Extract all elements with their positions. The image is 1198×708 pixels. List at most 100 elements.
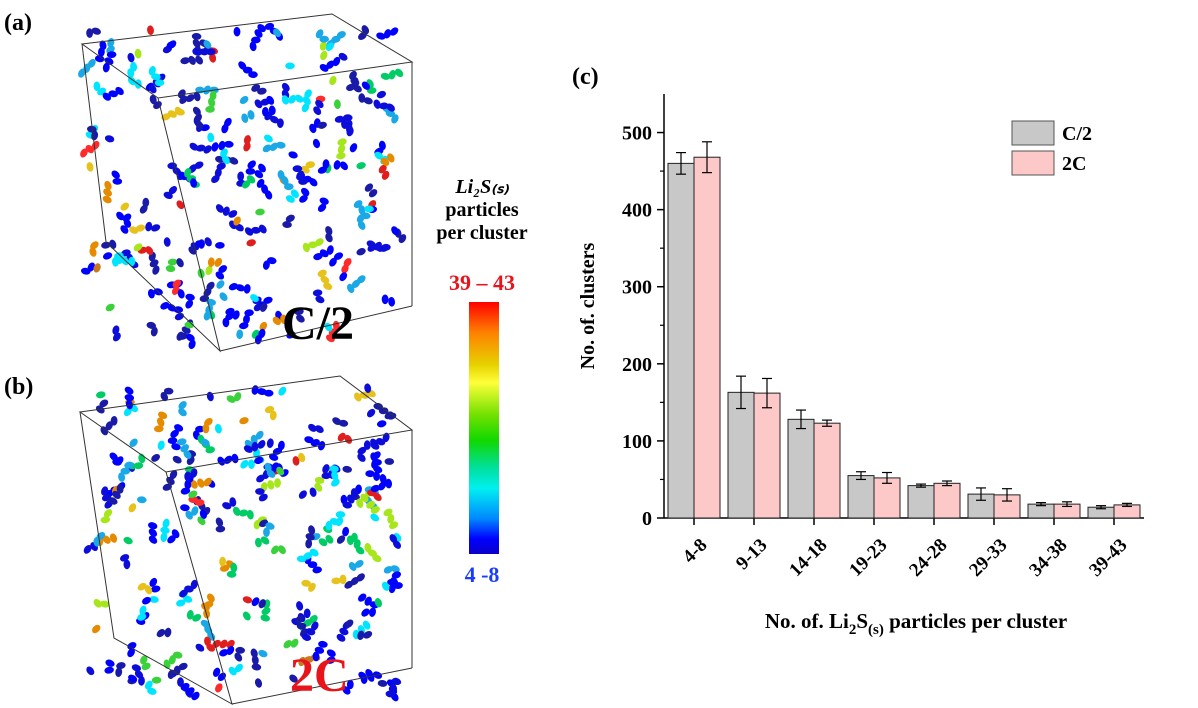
cluster-particle (320, 275, 330, 284)
cluster-particle (250, 294, 259, 303)
cluster-particle (296, 170, 305, 180)
cluster-particle (314, 476, 325, 484)
cluster-particle (149, 94, 157, 105)
cluster-particle (185, 94, 195, 103)
cluster-particle (85, 144, 95, 154)
cluster-particle (354, 392, 362, 402)
cluster-particle (259, 321, 268, 331)
cluster-particle (340, 161, 348, 171)
cluster-particle (305, 538, 313, 549)
cluster-particle (105, 303, 115, 312)
cluster-particle (148, 535, 158, 544)
cluster-particle (109, 533, 118, 543)
cluster-particle (167, 437, 178, 445)
cluster-particle (338, 52, 348, 61)
cluster-particle (383, 566, 393, 574)
cluster-particle (244, 227, 254, 236)
cluster-particle (103, 188, 112, 197)
cluster-particle (158, 411, 168, 419)
cluster-particle (123, 559, 131, 570)
cluster-particle (294, 308, 304, 316)
cluster-particle (313, 106, 322, 116)
cluster-particle (171, 443, 181, 451)
cluster-particle (230, 562, 238, 573)
cluster-particle (260, 536, 270, 545)
cluster-particle (323, 282, 333, 290)
cluster-particle (215, 517, 224, 527)
cluster-particle (290, 638, 299, 648)
y-tick-label: 200 (622, 354, 652, 376)
cluster-particle (191, 32, 202, 40)
cluster-particle (104, 666, 114, 674)
cluster-particle (131, 664, 142, 672)
cluster-particle (129, 226, 139, 234)
cluster-particle (96, 391, 106, 399)
cluster-particle (320, 50, 328, 61)
cluster-particle (154, 79, 165, 87)
cluster-particle (205, 105, 215, 113)
bar-c2 (727, 391, 755, 519)
cluster-particle (90, 241, 99, 250)
cluster-particle (262, 260, 270, 270)
cluster-particle (362, 620, 371, 630)
cluster-particle (140, 655, 148, 665)
cluster-particle (347, 494, 355, 504)
cluster-particle (203, 40, 212, 49)
cluster-particle (384, 458, 395, 465)
cluster-particle (375, 438, 386, 446)
cluster-particle (170, 429, 179, 438)
cluster-particle (87, 125, 97, 133)
cluster-particle (386, 103, 395, 112)
cluster-particle (86, 666, 95, 676)
cluster-particle (263, 527, 270, 537)
cluster-particle (288, 151, 298, 159)
cluster-particle (211, 142, 219, 152)
cluster-particle (251, 36, 261, 44)
bar-c2 (667, 162, 695, 519)
cluster-particle (333, 252, 344, 260)
bar-c2 (847, 475, 875, 519)
cluster-particle (128, 256, 136, 267)
cluster-particle (268, 453, 279, 461)
cluster-particle (255, 430, 264, 440)
cluster-particle (123, 407, 132, 417)
cluster-particle (276, 141, 286, 149)
cluster-particle (388, 297, 396, 307)
x-axis-label: No. of. Li2S(s) particles per cluster (765, 609, 1067, 638)
cluster-particle (361, 81, 371, 90)
cluster-particle (178, 662, 188, 671)
cluster-particle (186, 610, 194, 620)
cluster-particle (94, 55, 105, 63)
cluster-particle (367, 243, 377, 252)
cluster-particle (243, 314, 250, 325)
cluster-particle (317, 121, 327, 129)
cluster-particle (139, 204, 148, 214)
cluster-particle (116, 211, 125, 221)
cluster-particle (160, 532, 168, 542)
cluster-particle (185, 687, 195, 696)
cluster-particle (215, 241, 225, 249)
cluster-particle (364, 205, 374, 213)
cluster-particle (232, 506, 241, 516)
cluster-particle (195, 120, 204, 130)
cluster-particle (194, 113, 202, 123)
cluster-particle (245, 167, 256, 175)
cluster-particle (137, 613, 147, 621)
cluster-particle (384, 411, 394, 420)
cluster-particle (104, 180, 112, 191)
cluster-particle (93, 598, 102, 608)
cluster-particle (398, 234, 407, 244)
cluster-particle (325, 520, 333, 531)
cluster-particle (102, 92, 112, 101)
cluster-particle (206, 391, 214, 402)
cluster-cube-2c (78, 375, 414, 706)
panel-b-label: (b) (4, 374, 34, 400)
cluster-particle (361, 25, 370, 35)
bar-c2 (787, 418, 815, 519)
cluster-particle (301, 579, 311, 587)
colorbar-title-line2: particles (445, 199, 519, 221)
cluster-particle (229, 157, 239, 165)
cluster-particle (112, 490, 121, 499)
cluster-particle (133, 243, 143, 252)
cluster-particle (191, 691, 200, 701)
